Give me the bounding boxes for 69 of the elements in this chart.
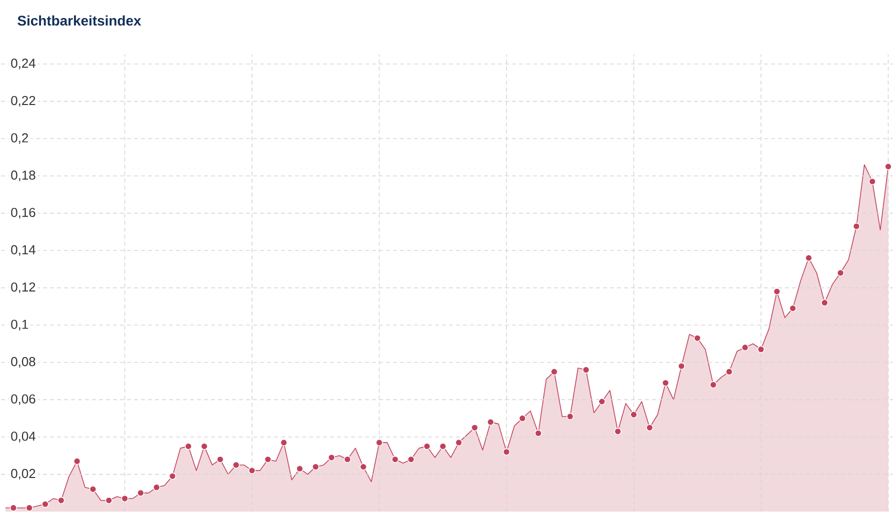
- point: [805, 254, 812, 262]
- point: [518, 414, 526, 422]
- y-tick-label: 0,02: [11, 468, 36, 480]
- point: [455, 438, 462, 446]
- point: [376, 438, 383, 446]
- y-tick-label: 0,22: [11, 96, 36, 107]
- point: [89, 486, 97, 493]
- point: [26, 504, 33, 512]
- point: [836, 269, 844, 276]
- point: [10, 504, 18, 512]
- point: [646, 424, 654, 432]
- y-tick-label: 0,2: [11, 133, 28, 144]
- y-tick-label: 0,04: [11, 432, 36, 442]
- point: [789, 304, 796, 312]
- point: [662, 379, 670, 387]
- point: [184, 442, 192, 450]
- point: [502, 448, 510, 456]
- y-tick-label: 0,12: [11, 282, 36, 294]
- point: [566, 412, 574, 420]
- y-tick-label: 0,16: [11, 208, 36, 219]
- point: [852, 222, 860, 230]
- point: [280, 438, 288, 446]
- point: [614, 428, 622, 435]
- point: [248, 466, 256, 474]
- point: [550, 368, 558, 376]
- point: [312, 463, 320, 470]
- point: [137, 489, 144, 497]
- point: [407, 456, 415, 463]
- point: [741, 344, 749, 352]
- point: [264, 456, 272, 463]
- point: [360, 463, 367, 470]
- point: [884, 162, 892, 170]
- point: [168, 472, 176, 480]
- point: [200, 442, 208, 450]
- point: [73, 458, 81, 465]
- y-tick-label: 0,18: [11, 170, 36, 182]
- point: [726, 368, 733, 376]
- point: [121, 494, 128, 502]
- point: [773, 288, 780, 296]
- point: [486, 418, 494, 426]
- point: [678, 362, 686, 370]
- chart-title: Sichtbarkeitsindex: [18, 15, 142, 26]
- point: [471, 424, 478, 432]
- point: [232, 461, 240, 469]
- point: [58, 496, 65, 504]
- point: [757, 346, 765, 353]
- y-tick-label: 0,08: [11, 357, 36, 368]
- y-tick-label: 0,24: [11, 58, 36, 70]
- point: [868, 178, 876, 186]
- point: [392, 456, 399, 463]
- point: [296, 465, 304, 472]
- point: [598, 398, 606, 406]
- point: [216, 456, 224, 463]
- point: [328, 454, 336, 462]
- point: [439, 442, 446, 450]
- point: [630, 411, 638, 418]
- point: [821, 299, 828, 306]
- point: [105, 496, 112, 504]
- point: [534, 430, 542, 437]
- point: [152, 484, 160, 491]
- point: [423, 442, 431, 450]
- point: [344, 456, 352, 463]
- point: [710, 381, 717, 388]
- y-tick-label: 0,06: [11, 394, 36, 406]
- y-tick-label: 0,1: [11, 320, 28, 330]
- point: [42, 500, 49, 508]
- point: [694, 334, 701, 342]
- point: [582, 366, 590, 374]
- y-tick-label: 0,14: [11, 245, 36, 256]
